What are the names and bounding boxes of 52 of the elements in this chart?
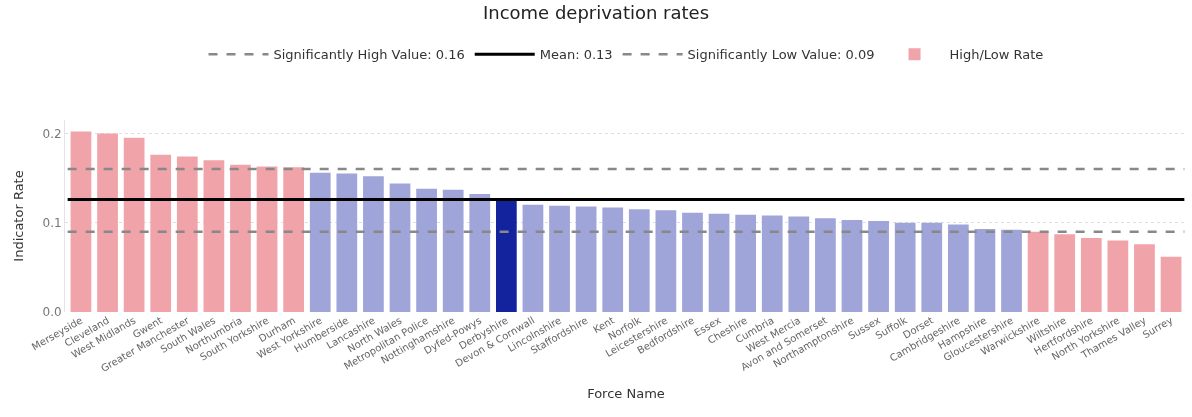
bar [628, 209, 650, 312]
bar [123, 137, 145, 312]
y-tick-label: 0.1 [42, 215, 62, 230]
bar [1160, 256, 1182, 312]
bar [256, 166, 278, 312]
bar [495, 199, 517, 312]
bar [815, 218, 836, 312]
bar [336, 173, 358, 312]
bar [788, 216, 810, 312]
x-axis-title: Force Name [587, 385, 665, 401]
y-axis-title: Indicator Rate [11, 170, 27, 262]
bar [894, 222, 916, 312]
bar [1134, 244, 1155, 312]
bar [602, 207, 624, 312]
bar [97, 133, 118, 312]
chart-title: Income deprivation rates [482, 1, 710, 23]
bar [1001, 229, 1022, 312]
bar [841, 220, 863, 312]
bar [1080, 237, 1102, 312]
bar [469, 194, 491, 312]
bar [868, 220, 889, 312]
bar [735, 214, 757, 312]
bar [283, 167, 305, 312]
bar [921, 222, 943, 312]
bar [203, 160, 225, 312]
bar [309, 172, 331, 312]
legend-label: Significantly Low Value: 0.09 [687, 47, 875, 63]
bar [150, 154, 172, 312]
bar [974, 228, 996, 312]
bar [682, 212, 703, 312]
legend-label: Significantly High Value: 0.16 [273, 47, 465, 63]
y-tick-label: 0.0 [42, 305, 62, 320]
bar [70, 131, 92, 312]
bar [416, 188, 437, 312]
bar [442, 189, 464, 312]
bar [1027, 231, 1049, 312]
bar [947, 224, 969, 312]
legend-label: Mean: 0.13 [539, 47, 613, 63]
bar [549, 205, 570, 312]
bar [230, 164, 251, 312]
bar [1107, 240, 1129, 312]
legend-label: High/Low Rate [949, 47, 1044, 63]
bar [1054, 234, 1076, 312]
bar [176, 156, 198, 312]
bar [708, 213, 730, 312]
bar [522, 204, 544, 312]
bar [575, 206, 597, 312]
bar [655, 210, 677, 312]
bar [761, 215, 783, 312]
bar [389, 183, 411, 312]
y-tick-label: 0.2 [42, 126, 62, 141]
bar [363, 176, 384, 312]
